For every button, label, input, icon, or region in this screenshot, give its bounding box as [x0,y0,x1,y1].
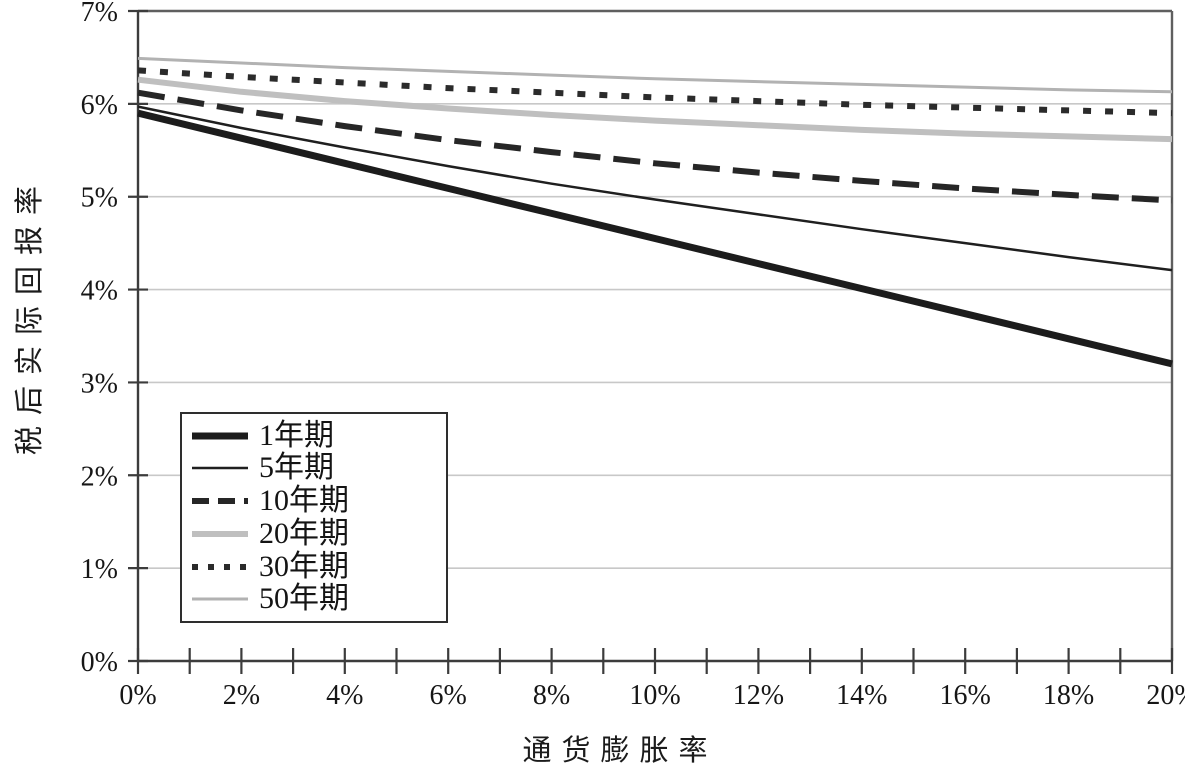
legend-item: 30年期 [190,549,442,583]
series-line-1年期 [137,109,1173,368]
x-tick-label: 20% [1146,680,1185,711]
legend-swatch-1年期 [192,432,248,440]
legend-label: 20年期 [259,516,349,550]
series-line-10年期 [137,89,1173,204]
legend-swatch-10年期 [192,498,248,505]
y-tick-label: 6% [81,90,118,121]
x-tick-label: 14% [836,680,887,711]
x-tick-label: 4% [326,680,363,711]
legend-label: 5年期 [259,451,334,485]
y-tick-label: 4% [81,276,118,307]
legend: 1年期 5年期 10年期 20年期 30年期 50年期 [180,412,448,623]
y-tick-label: 1% [81,554,118,585]
legend-item: 50年期 [190,584,442,614]
x-tick-label: 8% [533,680,570,711]
series-line-5年期 [137,105,1173,272]
x-tick-label: 2% [223,680,260,711]
x-tick-label: 12% [733,680,784,711]
legend-label: 1年期 [259,418,334,452]
legend-swatch-30年期 [192,563,248,570]
y-tick-label: 3% [81,368,118,399]
legend-item: 10年期 [190,486,442,516]
legend-item: 1年期 [190,418,442,452]
y-tick-label: 7% [81,0,118,28]
y-tick-label: 0% [81,647,118,678]
legend-item: 20年期 [190,516,442,550]
y-tick-label: 5% [81,183,118,214]
x-tick-label: 16% [940,680,991,711]
legend-item: 5年期 [190,453,442,483]
x-tick-label: 0% [119,680,156,711]
legend-label: 10年期 [259,484,349,518]
legend-label: 30年期 [259,549,349,583]
legend-label: 50年期 [259,582,349,616]
series-line-20年期 [137,76,1173,143]
legend-swatch-50年期 [192,597,248,601]
legend-swatch-5年期 [192,467,248,470]
x-tick-label: 10% [629,680,680,711]
x-tick-label: 6% [430,680,467,711]
series-line-50年期 [137,56,1173,94]
y-tick-label: 2% [81,461,118,492]
x-axis-title: 通货膨胀率 [522,735,718,767]
legend-swatch-20年期 [192,530,248,537]
x-tick-label: 18% [1043,680,1094,711]
series-line-30年期 [137,67,1173,117]
